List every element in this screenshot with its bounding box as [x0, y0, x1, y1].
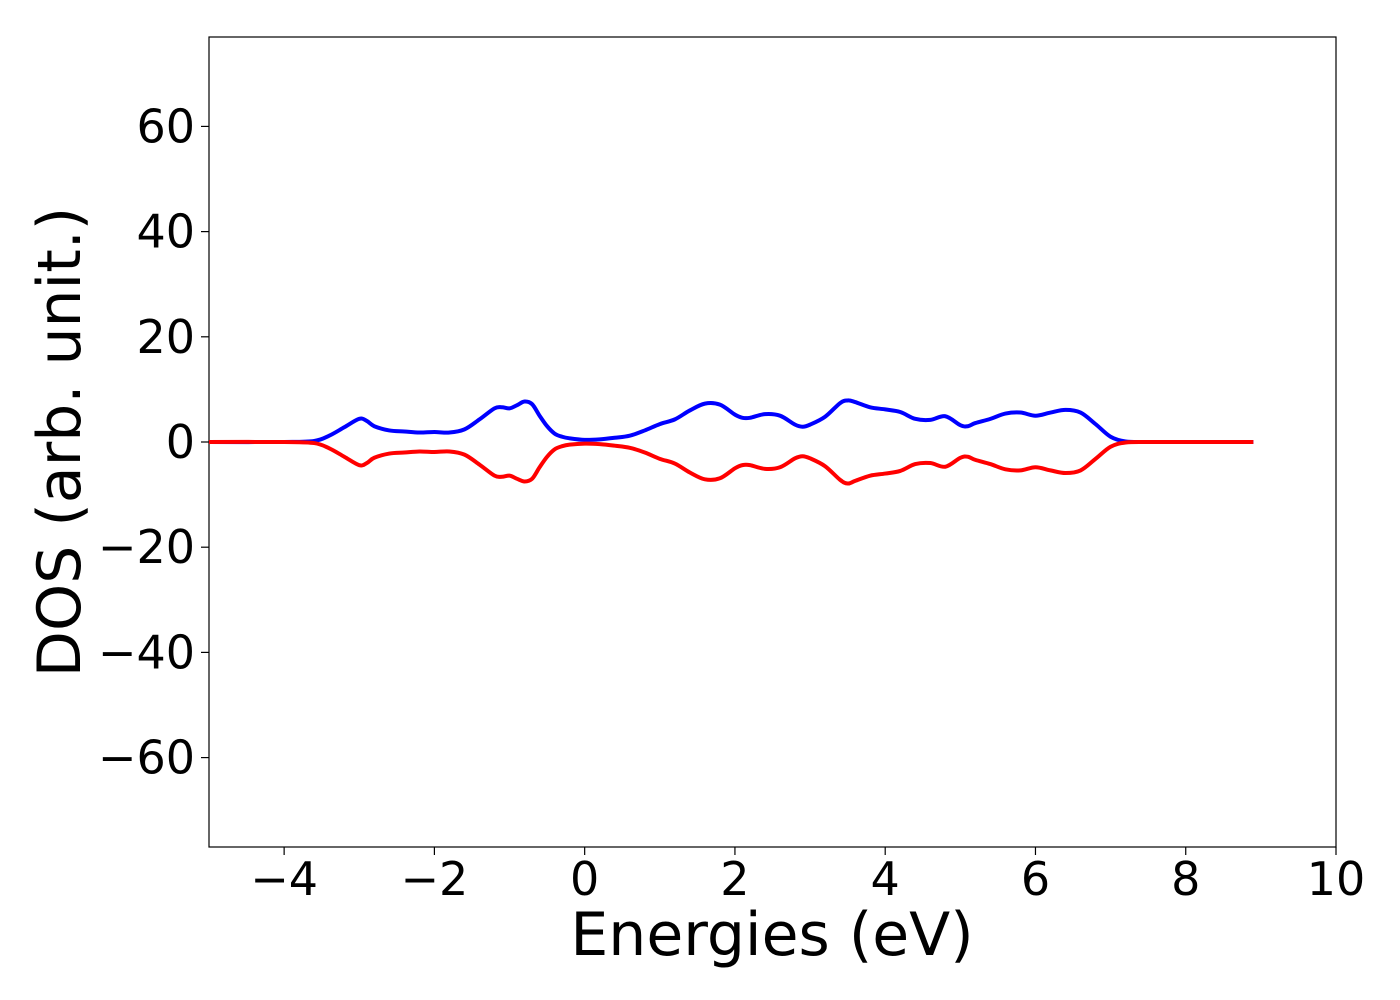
- x-tick-label: 4: [871, 852, 900, 906]
- x-tick-label: −4: [250, 852, 318, 906]
- series-line-1: [208, 398, 1254, 445]
- y-axis-ticks: −60 −40 −20 0 20 40 60: [98, 99, 209, 785]
- x-tick-label: 10: [1307, 852, 1366, 906]
- x-tick-label: 2: [720, 852, 749, 906]
- y-tick-label: −40: [98, 625, 195, 679]
- y-axis-label: DOS (arb. unit.): [25, 207, 95, 677]
- series-line-2: [208, 439, 1254, 486]
- y-tick-label: −20: [98, 520, 195, 574]
- series-layer: [208, 398, 1254, 486]
- y-tick-label: 0: [166, 415, 195, 469]
- y-tick-label: 60: [136, 99, 195, 153]
- y-tick-label: 40: [136, 205, 195, 259]
- x-axis-ticks: −4 −2 0 2 4 6 8 10: [250, 847, 1365, 906]
- x-tick-label: 0: [570, 852, 599, 906]
- x-tick-label: −2: [400, 852, 468, 906]
- x-tick-label: 6: [1021, 852, 1050, 906]
- x-axis-label: Energies (eV): [570, 900, 973, 970]
- y-tick-label: 20: [136, 310, 195, 364]
- y-tick-label: −60: [98, 731, 195, 785]
- x-tick-label: 8: [1171, 852, 1200, 906]
